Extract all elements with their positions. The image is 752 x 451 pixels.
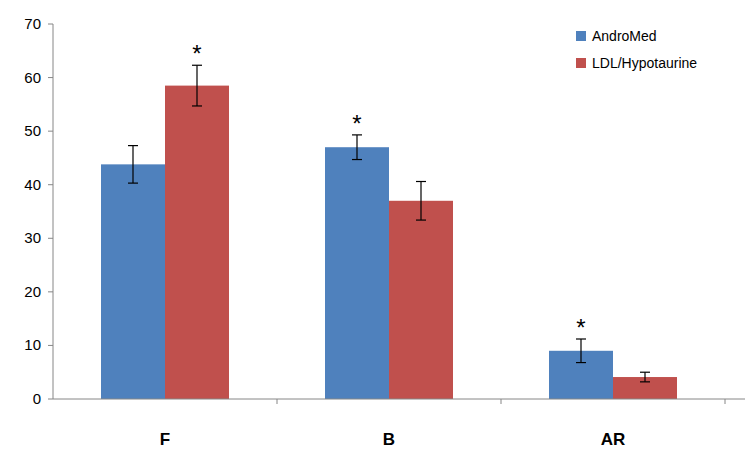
y-tick-label: 70	[24, 15, 41, 32]
error-stem	[420, 182, 421, 221]
bar	[325, 147, 389, 399]
error-stem	[580, 339, 581, 363]
error-cap	[416, 219, 426, 220]
y-tick-label: 10	[24, 336, 41, 353]
y-tick	[48, 238, 53, 239]
error-bar	[416, 182, 426, 221]
y-tick	[48, 131, 53, 132]
legend-swatch	[576, 31, 586, 41]
y-tick-label: 60	[24, 69, 41, 86]
error-bar	[352, 135, 362, 160]
error-stem	[196, 65, 197, 106]
y-tick-label: 30	[24, 229, 41, 246]
error-cap	[640, 381, 650, 382]
annotation: *	[352, 110, 361, 137]
bar	[165, 86, 229, 399]
legend-label: AndroMed	[592, 28, 657, 44]
y-tick	[48, 77, 53, 78]
y-tick	[48, 24, 53, 25]
error-stem	[132, 146, 133, 184]
error-stem	[644, 372, 645, 382]
x-tick	[501, 399, 502, 404]
error-cap	[416, 181, 426, 182]
error-bar	[192, 65, 202, 106]
y-tick-label: 20	[24, 283, 41, 300]
chart: 0 10 20 30 40 50 60 70 F B AR * * * AndroMed LDL/Hypota…	[0, 0, 752, 451]
annotation: *	[192, 40, 201, 67]
bars	[101, 65, 677, 399]
error-cap	[192, 105, 202, 106]
y-axis	[53, 24, 54, 399]
x-tick-label: AR	[601, 430, 626, 449]
error-cap	[128, 145, 138, 146]
bar	[101, 164, 165, 399]
y-tick	[48, 184, 53, 185]
x-tick-label: F	[160, 430, 170, 449]
y-tick	[48, 345, 53, 346]
x-tick	[725, 399, 726, 404]
x-tick-label: B	[383, 430, 395, 449]
error-cap	[352, 159, 362, 160]
y-tick-label: 40	[24, 176, 41, 193]
legend-swatch	[576, 58, 586, 68]
error-stem	[356, 135, 357, 160]
error-bar	[576, 339, 586, 363]
error-bar	[640, 372, 650, 382]
legend-label: LDL/Hypotaurine	[592, 55, 697, 71]
error-cap	[576, 362, 586, 363]
bar	[389, 201, 453, 399]
y-tick	[48, 399, 53, 400]
error-cap	[128, 183, 138, 184]
error-cap	[640, 372, 650, 373]
x-axis	[53, 399, 745, 400]
error-bar	[128, 146, 138, 184]
y-tick-label: 0	[33, 390, 41, 407]
annotation: *	[576, 314, 585, 341]
x-tick	[277, 399, 278, 404]
y-tick-label: 50	[24, 122, 41, 139]
legend: AndroMed LDL/Hypotaurine	[576, 28, 697, 71]
y-tick	[48, 291, 53, 292]
